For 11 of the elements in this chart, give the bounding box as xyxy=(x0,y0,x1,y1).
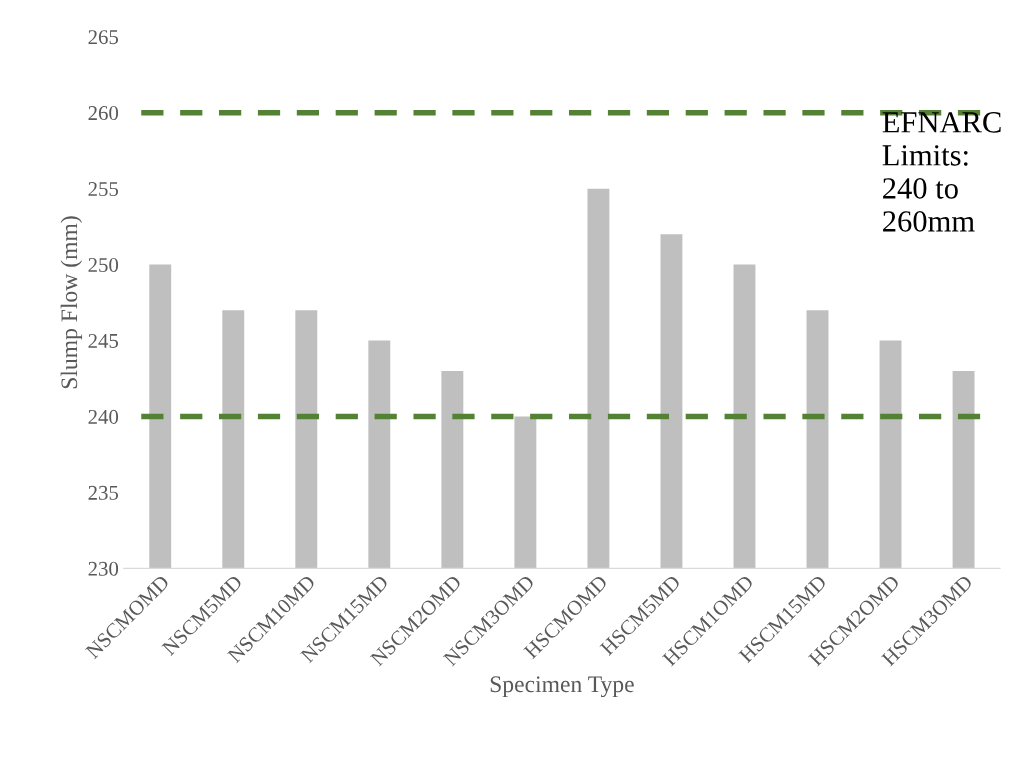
y-tick-label: 255 xyxy=(88,182,119,197)
y-tick-label: 230 xyxy=(88,561,119,576)
y-tick-label: 245 xyxy=(88,333,119,348)
y-tick-label: 240 xyxy=(88,409,119,424)
y-tick-label: 260 xyxy=(88,106,119,121)
annotation: EFNARC Limits: 240 to 260mm xyxy=(882,112,1001,232)
y-axis-title: Slump Flow (mm) xyxy=(60,216,83,389)
x-axis-title: Specimen Type xyxy=(490,676,634,698)
y-tick-label: 235 xyxy=(88,485,119,500)
y-tick-label: 265 xyxy=(88,30,119,45)
y-tick-label: 250 xyxy=(88,257,119,273)
